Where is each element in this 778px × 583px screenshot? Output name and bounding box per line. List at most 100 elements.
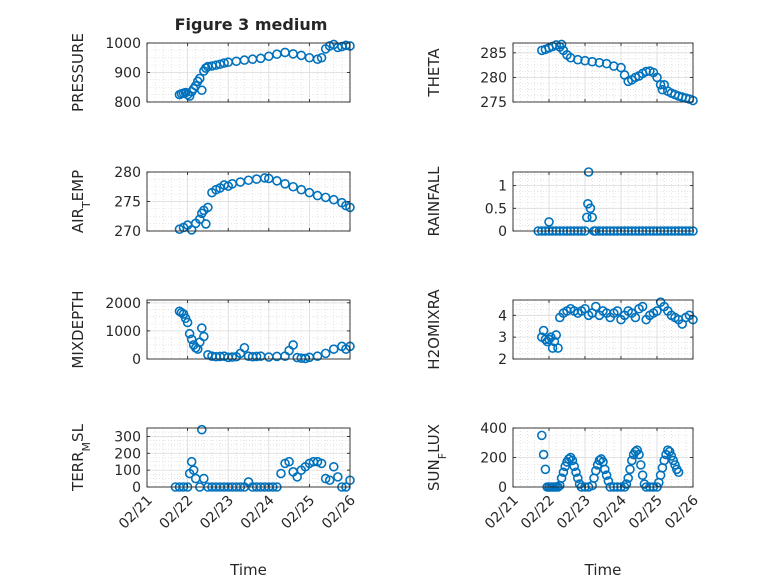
y-tick-label: 400 — [480, 421, 507, 437]
data-point — [590, 465, 601, 476]
data-point — [625, 464, 635, 475]
data-point — [272, 176, 282, 186]
figure-title: Figure 3 medium — [175, 15, 328, 34]
data-point — [197, 323, 207, 333]
data-point — [316, 52, 327, 63]
x-tick-label: 02/23 — [197, 493, 237, 533]
x-axis-label: Time — [229, 561, 267, 579]
data-point — [333, 472, 343, 482]
data-point — [603, 476, 614, 486]
data-point — [553, 343, 563, 353]
data-point — [556, 473, 567, 483]
axes-frame — [512, 299, 694, 360]
x-tick-label: 02/22 — [157, 493, 197, 533]
data-point — [590, 301, 601, 312]
subplot-pressure: 800 900 1000 PRESSURE — [69, 33, 355, 112]
data-point — [569, 461, 580, 472]
data-point — [190, 80, 201, 91]
x-tick-label: 02/25 — [278, 493, 318, 533]
data-point — [296, 184, 307, 195]
data-point — [655, 79, 666, 90]
data-point — [587, 212, 598, 223]
data-point — [659, 455, 670, 466]
data-point — [186, 334, 197, 345]
data-point — [203, 202, 213, 213]
data-point — [585, 203, 596, 214]
data-point — [199, 331, 209, 342]
y-tick-label: 900 — [114, 66, 141, 82]
data-point — [188, 465, 199, 475]
y-tick-label: 2000 — [105, 296, 141, 312]
data-point — [316, 458, 327, 469]
data-point — [312, 351, 323, 361]
y-tick-label: 270 — [114, 224, 141, 240]
axes-frame — [146, 299, 351, 360]
data-point — [666, 451, 677, 461]
x-tick-label: 02/24 — [238, 492, 278, 532]
axes-frame — [146, 427, 351, 488]
data-point — [544, 334, 554, 345]
data-point — [635, 460, 646, 470]
data-point — [540, 334, 551, 345]
data-point — [194, 214, 205, 224]
data-point — [184, 328, 195, 339]
data-point — [634, 449, 644, 460]
y-tick-label: 0 — [498, 224, 507, 240]
data-point — [219, 58, 229, 68]
y-tick-label: 300 — [114, 429, 141, 445]
data-point — [292, 472, 303, 482]
x-tick-label: 02/22 — [518, 493, 558, 533]
y-axis-label: TERRMSL — [69, 423, 93, 492]
y-axis-label: PRESSURE — [69, 33, 87, 112]
data-point — [239, 342, 250, 353]
data-point — [670, 460, 680, 470]
data-point — [324, 475, 335, 486]
data-point — [632, 445, 643, 455]
data-point — [572, 473, 583, 483]
data-point — [652, 72, 662, 83]
x-axis-label: Time — [584, 561, 622, 579]
data-point — [623, 473, 634, 483]
data-point — [621, 479, 632, 489]
x-tick-label: 02/25 — [626, 493, 666, 533]
y-tick-label: 2 — [498, 352, 507, 368]
y-tick-label: 200 — [114, 446, 141, 462]
data-point — [668, 455, 679, 466]
data-point — [637, 301, 648, 312]
data-point — [251, 351, 262, 362]
subplot-rainfall: 0 0.5 1 RAINFALL — [425, 166, 698, 240]
data-point — [201, 219, 211, 229]
data-point — [630, 312, 641, 323]
data-point — [182, 317, 193, 328]
y-tick-label: 285 — [480, 46, 507, 62]
y-tick-label: 3 — [498, 330, 507, 346]
x-tick-label: 02/23 — [554, 493, 594, 533]
data-point — [558, 467, 569, 478]
data-point — [616, 62, 626, 73]
y-tick-label: 275 — [114, 195, 141, 211]
subplot-mixdepth: 0 1000 2000 MIXDEPTH — [69, 290, 355, 369]
x-tick-label: 02/26 — [662, 492, 702, 532]
y-axis-label: RAINFALL — [425, 166, 443, 237]
data-point — [328, 344, 339, 354]
y-tick-label: 0.5 — [485, 201, 507, 217]
y-tick-label: 1000 — [105, 36, 141, 52]
x-tick-label: 02/26 — [319, 492, 359, 532]
data-point — [280, 179, 290, 189]
x-tick-label: 02/24 — [590, 492, 630, 532]
y-tick-label: 280 — [114, 165, 141, 181]
x-tick-label: 02/21 — [116, 493, 156, 533]
data-point — [538, 449, 549, 460]
data-point — [571, 467, 581, 478]
data-point — [599, 464, 610, 475]
y-tick-label: 1 — [498, 179, 507, 195]
data-point — [304, 187, 315, 198]
data-point — [551, 330, 562, 340]
data-point — [601, 470, 612, 481]
data-point — [328, 194, 339, 205]
data-point — [540, 464, 551, 475]
data-point — [664, 446, 675, 457]
subplot-sun-flux: 0 200 400 SUNFLUX 02/2102/2202/2302/2402/250… — [425, 421, 702, 579]
y-tick-label: 100 — [114, 463, 141, 479]
